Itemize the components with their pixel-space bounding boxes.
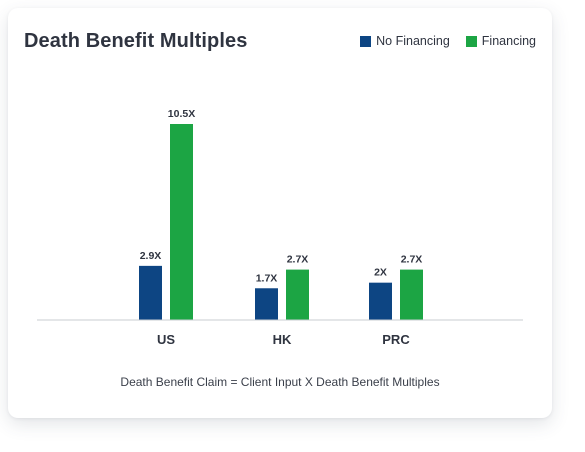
chart-card: Death Benefit Multiples No Financing Fin… xyxy=(8,8,552,418)
legend-item-financing: Financing xyxy=(465,34,536,48)
data-label-prc-financing: 2.7X xyxy=(401,254,423,266)
legend-swatch-financing xyxy=(465,35,477,47)
legend-label-no-financing: No Financing xyxy=(376,34,450,48)
legend-label-financing: Financing xyxy=(481,34,536,48)
x-tick-label-us: US xyxy=(157,332,175,347)
x-tick-label-prc: PRC xyxy=(382,332,410,347)
x-tick-label-hk: HK xyxy=(273,332,292,347)
bar-us-financing xyxy=(170,124,193,320)
bar-prc-no-financing xyxy=(369,282,392,320)
data-label-prc-no-financing: 2X xyxy=(374,267,387,279)
bar-chart-plot: 2.9X 10.5X US 1.7X 2.7X HK 2X 2.7X PRC xyxy=(37,108,523,347)
legend-swatch-no-financing xyxy=(360,35,372,47)
chart-title: Death Benefit Multiples xyxy=(24,30,248,52)
data-label-hk-no-financing: 1.7X xyxy=(256,272,278,284)
bar-hk-no-financing xyxy=(255,288,278,320)
chart-caption: Death Benefit Claim = Client Input X Dea… xyxy=(120,375,440,389)
chart-legend: No Financing Financing xyxy=(344,34,536,48)
bar-us-no-financing xyxy=(139,265,162,320)
data-label-hk-financing: 2.7X xyxy=(287,254,309,266)
bar-prc-financing xyxy=(400,269,423,320)
legend-item-no-financing: No Financing xyxy=(360,34,450,48)
data-label-us-no-financing: 2.9X xyxy=(140,250,162,262)
bar-hk-financing xyxy=(286,269,309,320)
data-label-us-financing: 10.5X xyxy=(168,108,195,120)
